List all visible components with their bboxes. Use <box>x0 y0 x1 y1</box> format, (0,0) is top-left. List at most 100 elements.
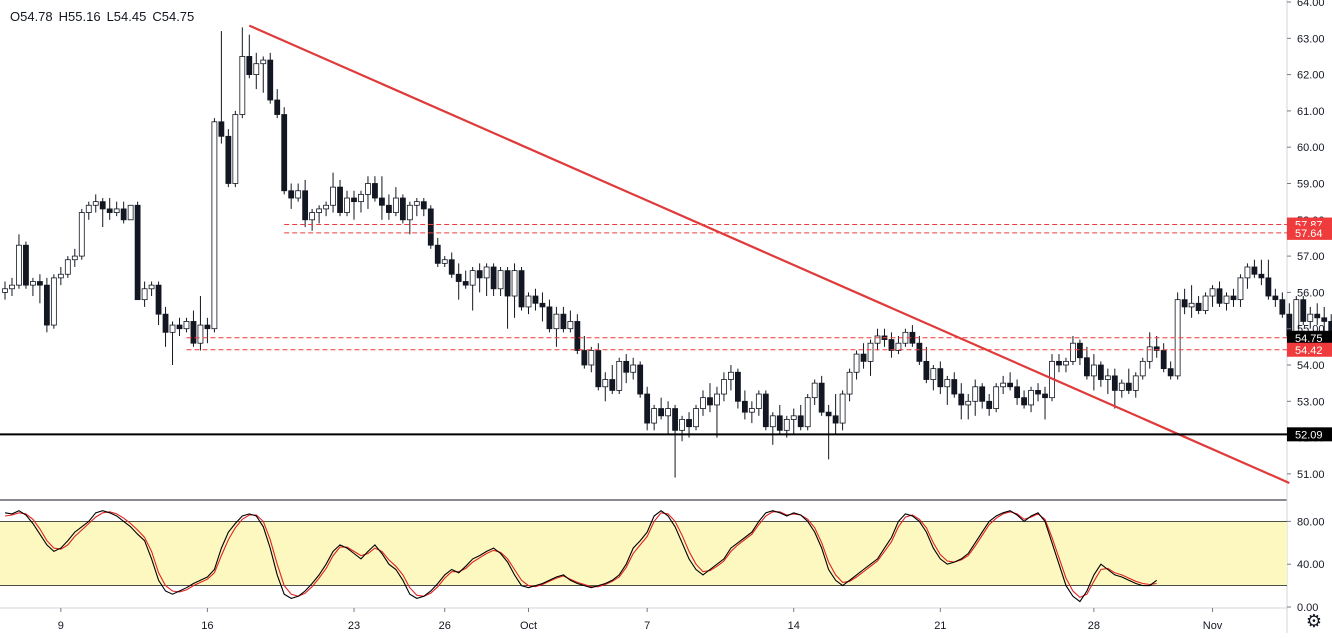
candle-body <box>358 194 363 201</box>
candle-body <box>16 245 21 285</box>
candle-body <box>533 296 538 303</box>
ohlc-high: H55.16 <box>59 9 101 24</box>
gear-icon[interactable]: ⚙ <box>1304 611 1324 631</box>
candle-body <box>575 321 580 350</box>
time-tick-label: 28 <box>1088 620 1100 632</box>
candle-body <box>868 343 873 361</box>
candle-body <box>212 122 217 329</box>
candle-body <box>1315 314 1320 318</box>
candle-body <box>470 271 475 286</box>
time-tick-label: 16 <box>201 620 213 632</box>
candle-body <box>135 205 140 299</box>
price-tick-label: 53.00 <box>1297 396 1325 408</box>
candle-body <box>805 398 810 427</box>
candle-body <box>37 282 42 286</box>
candle-body <box>931 369 936 380</box>
candle-body <box>317 209 322 213</box>
candle-body <box>610 380 615 391</box>
candle-body <box>840 394 845 423</box>
candle-body <box>945 380 950 387</box>
candle-body <box>1119 383 1124 390</box>
candle-body <box>742 401 747 412</box>
candle-body <box>652 409 657 424</box>
candle-body <box>51 278 56 325</box>
candle-body <box>1098 365 1103 380</box>
candle-body <box>1001 383 1006 387</box>
candle-body <box>512 271 517 296</box>
candle-body <box>100 202 105 209</box>
candle-body <box>268 60 273 100</box>
candle-body <box>156 285 161 314</box>
candle-body <box>289 191 294 198</box>
candle-body <box>617 361 622 390</box>
candle-body <box>1008 383 1013 387</box>
candle-body <box>756 394 761 409</box>
candle-body <box>449 260 454 275</box>
candle-body <box>421 202 426 209</box>
candle-body <box>589 350 594 365</box>
candle-body <box>924 361 929 379</box>
candle-body <box>1280 300 1285 315</box>
candle-body <box>240 56 245 114</box>
ohlc-close: C54.75 <box>152 9 194 24</box>
price-label-text: 54.42 <box>1295 345 1323 357</box>
price-tick-label: 51.00 <box>1297 469 1325 481</box>
candle-body <box>938 369 943 387</box>
candle-body <box>386 205 391 212</box>
candle-body <box>1168 369 1173 376</box>
candle-body <box>987 401 992 408</box>
candle-body <box>659 409 664 416</box>
candle-body <box>93 202 98 206</box>
candle-body <box>184 321 189 328</box>
candle-body <box>114 209 119 213</box>
candle-body <box>1231 296 1236 300</box>
candle-body <box>1091 365 1096 376</box>
time-tick-label: Nov <box>1203 620 1223 632</box>
candle-body <box>205 325 210 329</box>
price-tick-label: 62.00 <box>1297 70 1325 82</box>
candle-body <box>847 372 852 394</box>
stoch-tick-label: 80.00 <box>1297 516 1325 528</box>
candle-body <box>23 245 28 285</box>
candle-body <box>917 343 922 361</box>
candle-body <box>477 271 482 278</box>
candle-body <box>352 198 357 202</box>
candle-body <box>735 372 740 401</box>
candle-body <box>65 260 70 275</box>
price-tick-label: 54.00 <box>1297 360 1325 372</box>
candle-body <box>666 409 671 416</box>
candle-body <box>547 307 552 329</box>
candle-body <box>596 350 601 386</box>
candle-body <box>526 296 531 307</box>
candle-body <box>1022 398 1027 405</box>
candle-body <box>170 325 175 332</box>
candle-body <box>763 394 768 427</box>
candle-body <box>407 205 412 220</box>
candle-body <box>673 409 678 431</box>
candle-body <box>1238 278 1243 300</box>
candle-body <box>645 394 650 423</box>
candle-body <box>519 271 524 307</box>
candle-body <box>1105 376 1110 380</box>
candle-body <box>994 387 999 409</box>
candle-body <box>707 398 712 405</box>
candle-body <box>142 289 147 300</box>
candle-body <box>582 350 587 365</box>
candle-body <box>861 354 866 361</box>
candle-body <box>952 380 957 395</box>
candle-body <box>1036 390 1041 394</box>
candle-body <box>798 416 803 427</box>
candle-body <box>854 354 859 372</box>
candle-body <box>324 205 329 209</box>
candle-body <box>233 115 238 184</box>
candle-body <box>282 115 287 191</box>
candle-body <box>1322 318 1327 322</box>
candle-body <box>365 184 370 195</box>
candle-body <box>826 412 831 416</box>
candle-body <box>721 380 726 395</box>
candle-body <box>819 383 824 412</box>
candle-body <box>966 401 971 405</box>
candle-body <box>624 361 629 372</box>
